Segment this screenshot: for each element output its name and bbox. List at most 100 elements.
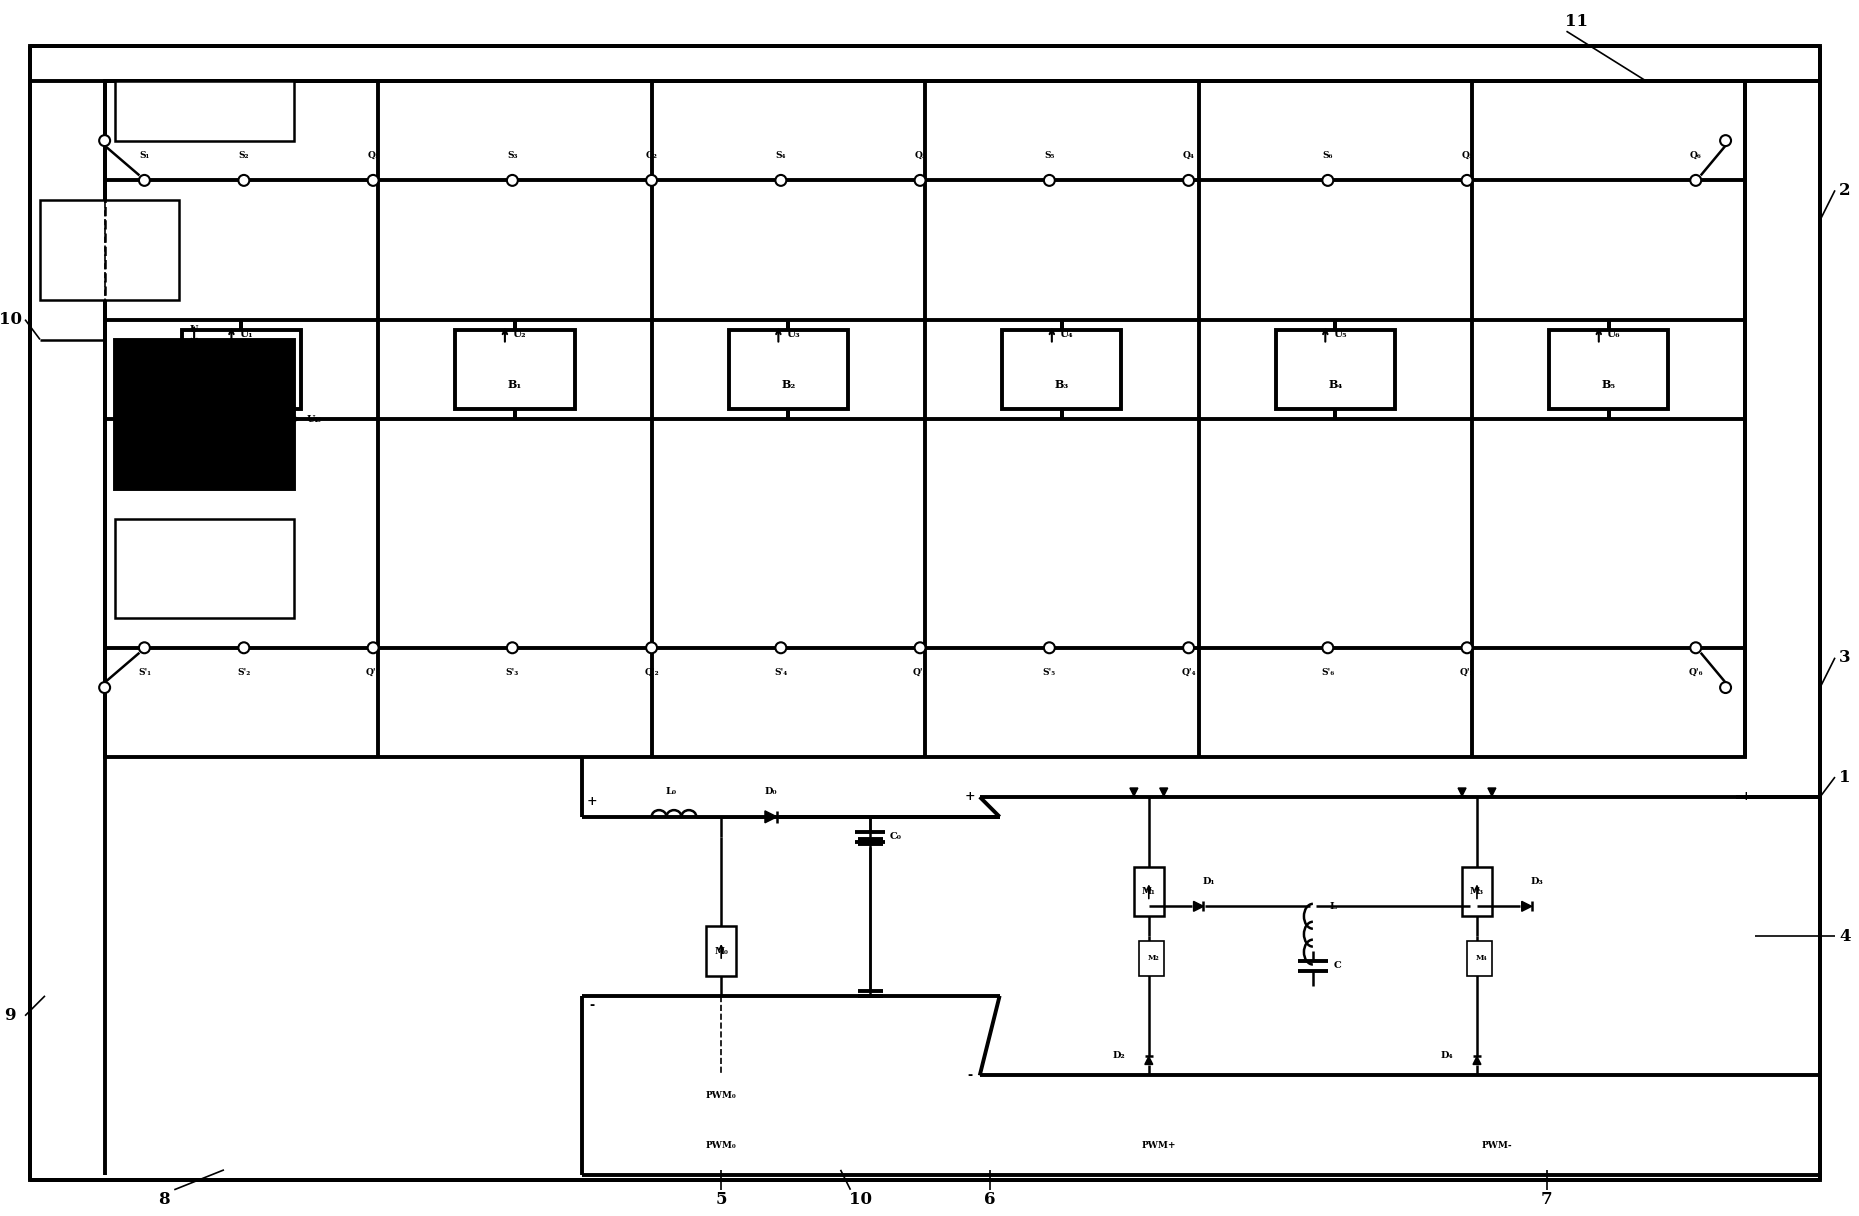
Text: B₀: B₀	[234, 378, 249, 390]
Text: -: -	[1744, 1069, 1747, 1082]
Circle shape	[1322, 642, 1333, 653]
Text: S₅: S₅	[1045, 151, 1054, 161]
Circle shape	[775, 175, 786, 186]
Circle shape	[1182, 175, 1193, 186]
Polygon shape	[1193, 901, 1203, 911]
Bar	[1002, 330, 1121, 409]
Text: 7: 7	[1541, 1192, 1552, 1209]
Text: 11: 11	[1565, 13, 1588, 29]
Circle shape	[1690, 642, 1701, 653]
Polygon shape	[1145, 1057, 1153, 1064]
Text: M₁: M₁	[1141, 886, 1156, 896]
Circle shape	[647, 642, 656, 653]
Circle shape	[238, 642, 249, 653]
Text: 10: 10	[0, 311, 22, 328]
Bar	[1467, 941, 1493, 976]
Text: D₃: D₃	[1530, 877, 1543, 886]
Text: S'₁: S'₁	[138, 668, 151, 677]
Text: Q'₅: Q'₅	[1459, 668, 1474, 677]
Circle shape	[1720, 682, 1731, 693]
Text: M₃: M₃	[1470, 886, 1483, 896]
Circle shape	[139, 642, 151, 653]
Text: U: U	[199, 413, 208, 424]
Text: 6: 6	[983, 1192, 995, 1209]
Circle shape	[915, 642, 926, 653]
Bar	[1461, 867, 1493, 917]
Text: D₁: D₁	[1203, 877, 1214, 886]
Text: PWM+: PWM+	[1141, 1141, 1177, 1149]
Text: S'₂: S'₂	[238, 668, 251, 677]
Text: Q₁: Q₁	[368, 151, 379, 161]
Bar	[1549, 330, 1668, 409]
Text: L₀: L₀	[666, 788, 677, 796]
Text: -: -	[589, 1000, 595, 1012]
Text: 3: 3	[1839, 649, 1852, 666]
Bar	[115, 339, 294, 489]
Text: L: L	[1329, 902, 1337, 911]
Circle shape	[1690, 175, 1701, 186]
Circle shape	[1461, 175, 1472, 186]
Text: S₄: S₄	[775, 151, 786, 161]
Bar	[35, 737, 602, 1175]
Text: B₂: B₂	[781, 378, 796, 390]
Text: B₅: B₅	[1602, 378, 1615, 390]
Polygon shape	[1523, 901, 1532, 911]
Polygon shape	[1457, 788, 1467, 796]
Text: 9: 9	[4, 1007, 17, 1024]
Text: Q₃: Q₃	[915, 151, 926, 161]
Circle shape	[1322, 175, 1333, 186]
Bar	[182, 330, 301, 409]
Circle shape	[1461, 642, 1472, 653]
Text: 2: 2	[1839, 182, 1852, 199]
Text: Q₂: Q₂	[645, 151, 658, 161]
Text: PWM₀: PWM₀	[706, 1091, 736, 1099]
Text: S'₄: S'₄	[773, 668, 788, 677]
Bar	[41, 201, 178, 299]
FancyBboxPatch shape	[959, 737, 1755, 1135]
Circle shape	[1045, 175, 1054, 186]
Text: S₃: S₃	[508, 151, 517, 161]
Text: C: C	[1335, 962, 1342, 970]
Bar	[729, 330, 848, 409]
Circle shape	[508, 642, 519, 653]
Circle shape	[1182, 642, 1193, 653]
Bar	[110, 643, 1740, 727]
Text: Q₄: Q₄	[1182, 151, 1195, 161]
Bar	[1140, 941, 1164, 976]
Bar	[1110, 1115, 1288, 1175]
Text: M₀: M₀	[714, 946, 729, 956]
Circle shape	[508, 175, 519, 186]
Circle shape	[139, 175, 151, 186]
Text: +: +	[1740, 790, 1751, 804]
Text: M₄: M₄	[1476, 955, 1487, 962]
Text: U₃: U₃	[786, 330, 799, 339]
Text: S'₆: S'₆	[1322, 668, 1335, 677]
Bar	[115, 81, 294, 141]
Bar	[706, 927, 736, 976]
Bar	[1437, 1115, 1615, 1175]
Text: 5: 5	[716, 1192, 727, 1209]
Bar	[110, 101, 1740, 185]
Text: S₁: S₁	[139, 151, 149, 161]
Text: S'₃: S'₃	[506, 668, 519, 677]
Text: U₅: U₅	[1333, 330, 1348, 339]
Text: 1: 1	[1839, 769, 1852, 786]
Text: B₄: B₄	[1327, 378, 1342, 390]
Text: -: -	[967, 1069, 972, 1082]
Text: C₀: C₀	[889, 832, 902, 841]
Text: +: +	[965, 790, 976, 804]
Polygon shape	[764, 811, 777, 823]
Text: B₃: B₃	[1054, 378, 1069, 390]
Polygon shape	[1472, 1057, 1482, 1064]
Circle shape	[775, 642, 786, 653]
Bar	[662, 1115, 820, 1175]
Bar	[104, 81, 1746, 758]
Text: S₆: S₆	[1322, 151, 1333, 161]
Text: Q₆: Q₆	[1690, 151, 1701, 161]
Circle shape	[368, 175, 379, 186]
Circle shape	[99, 135, 110, 146]
Text: 4: 4	[1839, 928, 1852, 945]
Polygon shape	[1487, 788, 1496, 796]
Text: Uᴇ: Uᴇ	[307, 415, 322, 423]
Text: PWM-: PWM-	[1482, 1141, 1511, 1149]
